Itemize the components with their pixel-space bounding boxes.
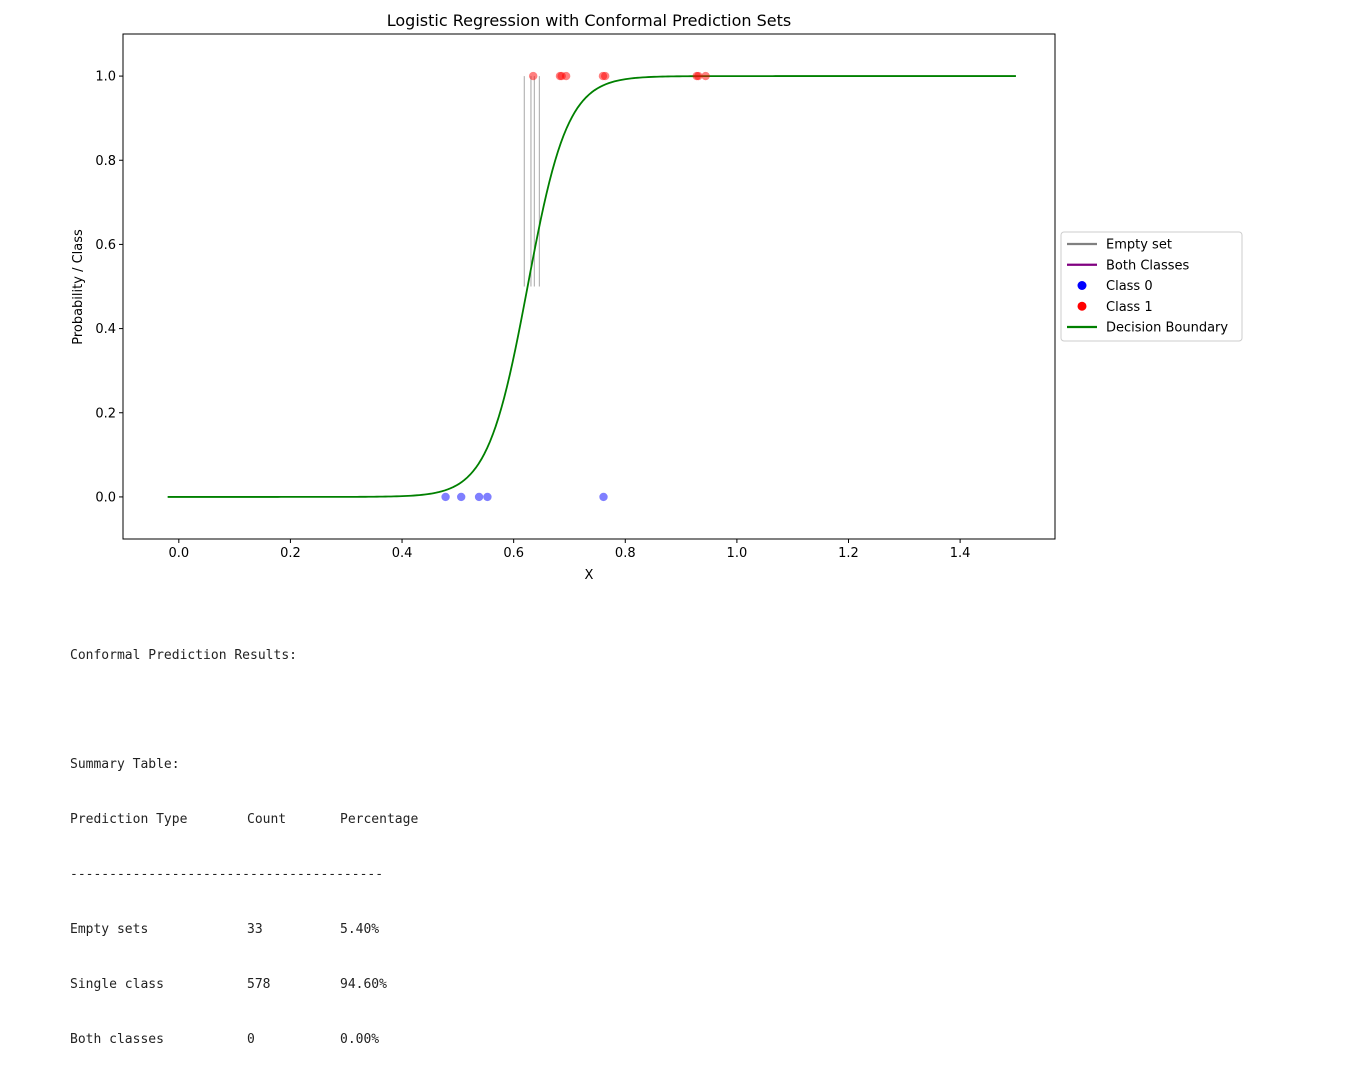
class-1-point [561, 71, 571, 81]
row-type: Single class [70, 976, 164, 992]
y-tick-label: 0.8 [95, 154, 116, 169]
legend-swatch-class-0 [1077, 281, 1087, 290]
summary-table-title: Summary Table: [70, 757, 180, 773]
y-axis-label: Probability / Class [71, 229, 86, 345]
x-tick-label: 0.8 [615, 546, 636, 561]
decision-boundary-line [167, 75, 1016, 498]
legend-frame [1060, 231, 1243, 342]
summary-row: Single class 578 94.60% [70, 976, 418, 994]
row-count: 578 [247, 976, 271, 992]
x-tick-label: 0.4 [392, 546, 413, 561]
x-tick-label: 0.2 [280, 546, 301, 561]
row-type: Empty sets [70, 922, 149, 938]
legend-swatch-class-1 [1077, 301, 1087, 311]
x-axis-label: X [585, 568, 594, 583]
y-axis-ticks: 0.0 0.2 0.4 0.6 0.8 1.0 [95, 70, 123, 505]
x-tick-label: 1.2 [838, 546, 859, 561]
class-1-point [600, 71, 610, 81]
summary-table-header: Prediction Type Count Percentage [70, 811, 418, 829]
header-percentage: Percentage [340, 812, 419, 828]
class-0-point [441, 492, 450, 502]
class-0-point [456, 492, 466, 502]
row-count: 33 [247, 922, 263, 938]
legend-label-class-1: Class 1 [1106, 300, 1153, 315]
x-tick-label: 0.0 [168, 546, 189, 561]
summary-row: Empty sets 33 5.40% [70, 921, 418, 939]
plot-area [167, 71, 1016, 502]
row-percentage: 0.00% [340, 1031, 380, 1047]
summary-output: Conformal Prediction Results: Summary Ta… [70, 610, 418, 1067]
y-tick-label: 0.6 [95, 238, 116, 253]
row-type: Both classes [70, 1031, 164, 1047]
legend-label-empty-set: Empty set [1106, 238, 1172, 253]
chart: Logistic Regression with Conformal Predi… [71, 11, 1243, 583]
class-0-point [483, 492, 492, 502]
blank-line [70, 701, 418, 719]
x-tick-label: 1.4 [950, 546, 971, 561]
row-count: 0 [247, 1031, 255, 1047]
class-0-point [474, 492, 484, 502]
class-1-point [528, 71, 538, 81]
row-percentage: 5.40% [340, 922, 380, 938]
summary-heading: Conformal Prediction Results: [70, 647, 297, 663]
legend-label-decision-boundary: Decision Boundary [1106, 321, 1228, 336]
x-tick-label: 0.6 [503, 546, 524, 561]
header-count: Count [247, 812, 287, 828]
plot-frame [122, 33, 1056, 540]
row-percentage: 94.60% [340, 976, 387, 992]
summary-separator: ---------------------------------------- [70, 867, 384, 883]
legend-label-class-0: Class 0 [1106, 279, 1153, 294]
class-1-point [701, 71, 710, 81]
y-tick-label: 1.0 [95, 70, 116, 85]
x-axis-ticks: 0.0 0.2 0.4 0.6 0.8 1.0 1.2 1.4 [168, 539, 970, 561]
legend-label-both-classes: Both Classes [1106, 258, 1190, 273]
y-tick-label: 0.0 [95, 490, 116, 505]
x-tick-label: 1.0 [727, 546, 748, 561]
y-tick-label: 0.4 [95, 322, 116, 337]
header-prediction-type: Prediction Type [70, 812, 188, 828]
legend: Empty set Both Classes Class 0 Class 1 Decis… [1060, 231, 1243, 342]
summary-row: Both classes 0 0.00% [70, 1031, 418, 1049]
chart-title: Logistic Regression with Conformal Predi… [387, 11, 792, 30]
y-tick-label: 0.2 [95, 406, 116, 421]
class-0-point [599, 492, 608, 502]
class-1-point [694, 71, 703, 81]
